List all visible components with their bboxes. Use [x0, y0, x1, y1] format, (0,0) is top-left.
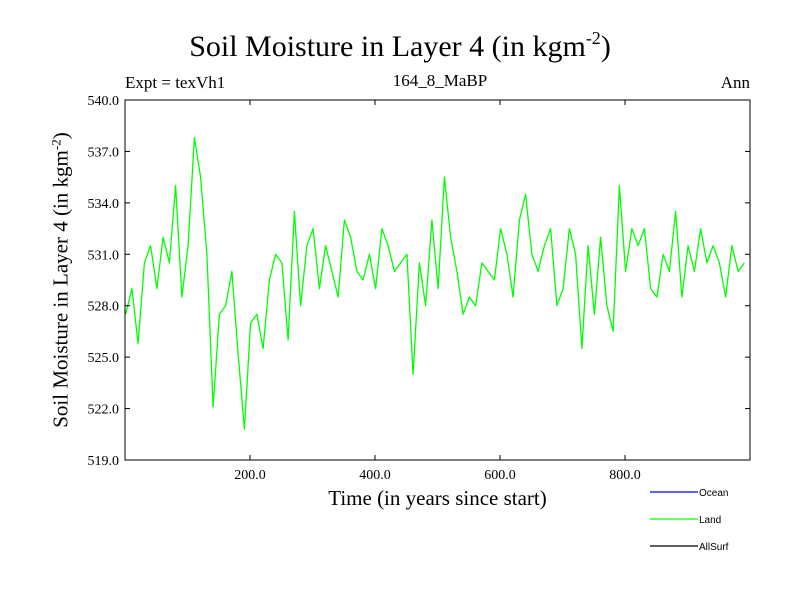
x-axis-label: Time (in years since start) [328, 486, 547, 510]
x-tick-label: 600.0 [484, 468, 516, 483]
y-tick-label: 525.0 [88, 351, 120, 366]
x-tick-label: 200.0 [234, 468, 266, 483]
chart-subtitle: 164_8_MaBP [392, 71, 488, 90]
title-close: ) [600, 30, 611, 63]
title-superscript: -2 [585, 28, 601, 48]
series-line-land [124, 137, 745, 430]
y-tick-label: 531.0 [88, 248, 120, 263]
experiment-label: Expt = texVh1 [125, 73, 226, 92]
legend-label-land: Land [699, 515, 721, 526]
legend: Ocean Land AllSurf [650, 488, 729, 553]
y-tick-label: 537.0 [88, 145, 120, 160]
season-label: Ann [720, 73, 750, 92]
plot-frame [124, 99, 751, 461]
y-tick-label: 519.0 [88, 454, 120, 469]
x-tick-label: 400.0 [359, 468, 391, 483]
y-tick-label: 534.0 [88, 197, 120, 212]
x-tick-label: 800.0 [609, 468, 641, 483]
legend-label-allsurf: AllSurf [699, 542, 729, 553]
y-tick-label: 540.0 [88, 94, 120, 109]
legend-label-ocean: Ocean [699, 488, 728, 499]
title-text: Soil Moisture in Layer 4 (in kgm [189, 30, 586, 63]
ticks-layer: 519.0 522.0 525.0 528.0 531.0 534.0 537.0 540.0… [88, 94, 750, 483]
series-layer [124, 137, 745, 430]
y-tick-label: 528.0 [88, 300, 120, 315]
chart-title: Soil Moisture in Layer 4 (in kgm-2) [0, 28, 800, 64]
y-tick-label: 522.0 [88, 403, 120, 418]
